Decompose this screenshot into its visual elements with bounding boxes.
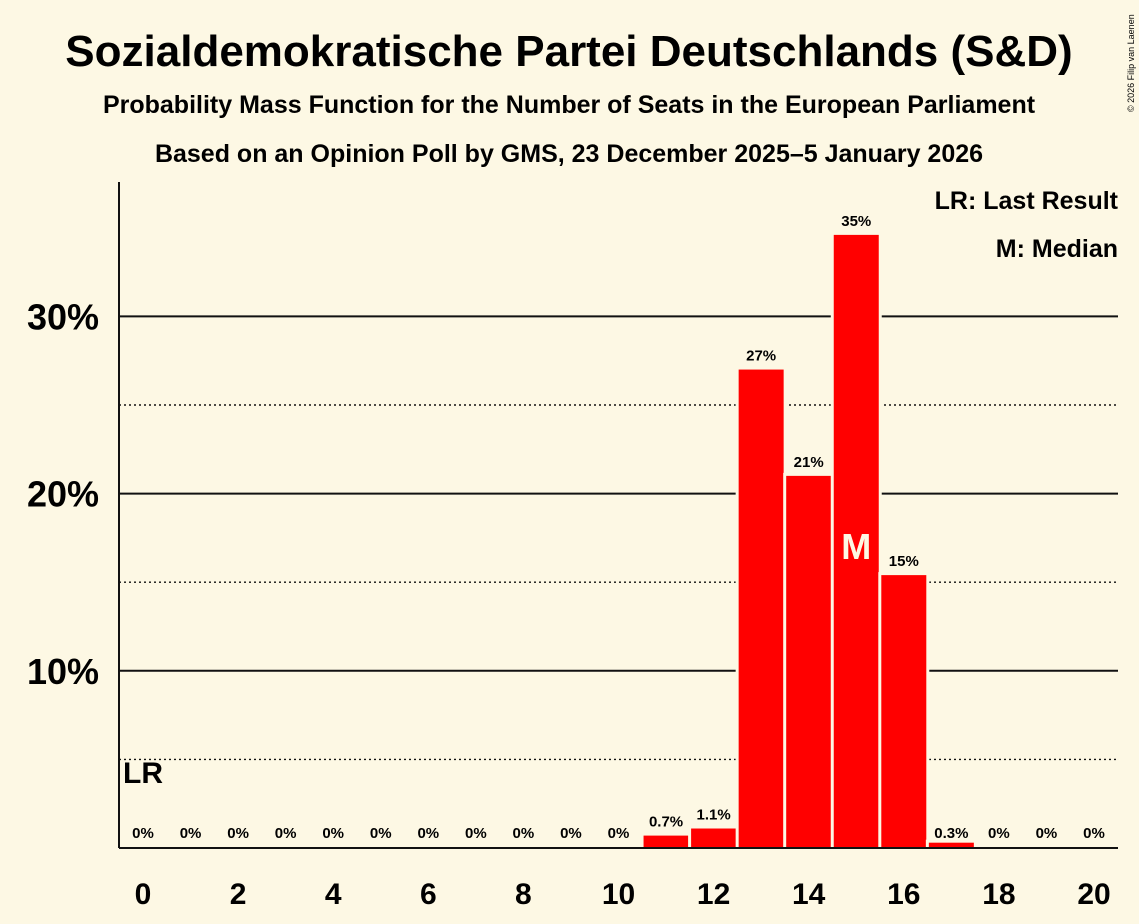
axes: 10% 20% 30% 0 2 4 6 8 10 12 14 16 18 20 (27, 182, 1118, 911)
data-label: 0% (608, 825, 630, 842)
x-tick-label: 16 (887, 878, 920, 911)
data-label: 21% (794, 454, 824, 471)
bar (738, 369, 784, 848)
legend-median: M: Median (996, 235, 1118, 263)
bar (833, 234, 879, 848)
x-tick-label: 0 (135, 878, 152, 911)
data-label: 0% (1036, 825, 1058, 842)
bar (643, 835, 689, 848)
x-tick-label: 6 (420, 878, 437, 911)
last-result-marker: LR (123, 757, 163, 790)
x-tick-label: 20 (1077, 878, 1110, 911)
x-tick-label: 2 (230, 878, 247, 911)
y-tick-label: 10% (27, 651, 99, 692)
bar (928, 842, 974, 848)
data-label: 0% (988, 825, 1010, 842)
data-label: 0.7% (649, 814, 683, 831)
data-label: 0% (560, 825, 582, 842)
data-label: 27% (746, 348, 776, 365)
copyright-notice: © 2026 Filip van Laenen (1126, 14, 1136, 112)
data-label: 0% (465, 825, 487, 842)
bar (691, 828, 737, 848)
bar (881, 575, 927, 848)
chart-subtitle: Probability Mass Function for the Number… (103, 91, 1036, 119)
data-label: 0% (1083, 825, 1105, 842)
data-label: 0% (132, 825, 154, 842)
data-label: 0% (227, 825, 249, 842)
legend-last-result: LR: Last Result (935, 187, 1119, 215)
x-tick-label: 12 (697, 878, 730, 911)
data-label: 0% (275, 825, 297, 842)
data-label: 0% (417, 825, 439, 842)
data-label: 15% (889, 553, 919, 570)
data-label: 35% (841, 213, 871, 230)
x-tick-label: 10 (602, 878, 635, 911)
data-label: 0% (513, 825, 535, 842)
chart-title: Sozialdemokratische Partei Deutschlands … (65, 27, 1072, 76)
data-label: 0% (180, 825, 202, 842)
x-tick-label: 8 (515, 878, 532, 911)
data-label: 1.1% (696, 807, 730, 824)
y-tick-label: 20% (27, 474, 99, 515)
x-tick-label: 18 (982, 878, 1015, 911)
grid-lines (119, 315, 1118, 761)
data-label: 0.3% (934, 825, 968, 842)
data-label: 0% (322, 825, 344, 842)
bar (786, 475, 832, 848)
chart-subtitle-poll: Based on an Opinion Poll by GMS, 23 Dece… (155, 140, 983, 168)
median-marker: M (841, 526, 871, 567)
bars: 0% 0% 0% 0% 0% 0% 0% 0% 0% 0% 0% 0.7% 1.1% 27% 21% 35% 1… (123, 213, 1105, 848)
y-tick-label: 30% (27, 296, 99, 337)
x-tick-label: 4 (325, 878, 342, 911)
data-label: 0% (370, 825, 392, 842)
x-tick-label: 14 (792, 878, 826, 911)
